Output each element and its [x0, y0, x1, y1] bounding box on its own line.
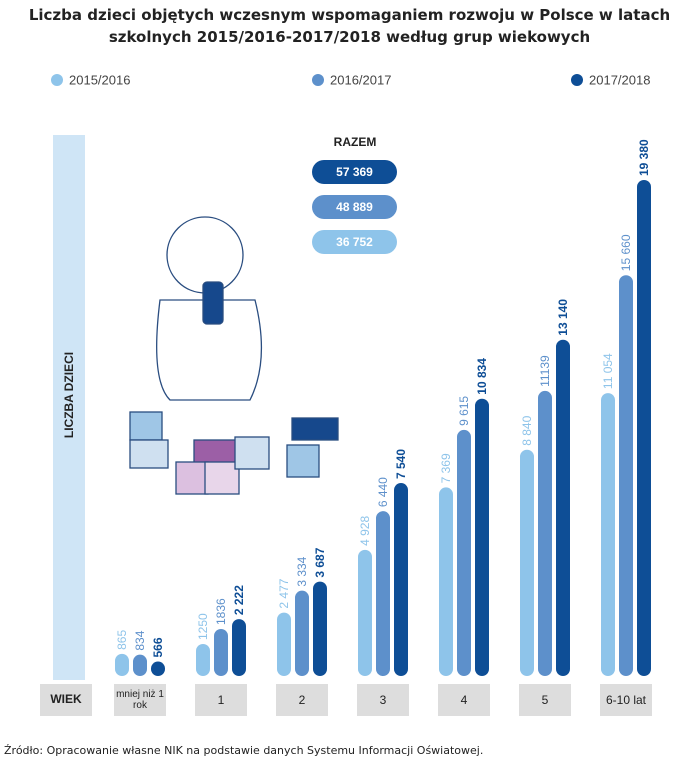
x-tick-label: 5: [519, 684, 571, 716]
legend-marker: [312, 74, 324, 86]
chart-title: Liczba dzieci objętych wczesnym wspomaga…: [28, 6, 671, 46]
x-tick-label: 2: [276, 684, 328, 716]
value-label: 1836: [214, 598, 228, 625]
illustration: [129, 216, 339, 495]
legend-marker: [571, 74, 583, 86]
value-label: 2 477: [277, 578, 291, 608]
bar: [358, 549, 372, 676]
value-label: 11139: [538, 355, 552, 387]
x-tick-label: mniej niż 1 rok: [114, 684, 166, 716]
y-axis-label: LICZBA DZIECI: [62, 352, 76, 438]
x-tick-label: 6-10 lat: [600, 684, 652, 716]
value-label: 6 440: [376, 477, 390, 507]
value-label: 4 928: [358, 516, 372, 546]
total-label: 48 889: [336, 200, 373, 214]
bar: [376, 511, 390, 676]
bar: [232, 619, 246, 676]
value-label: 1250: [196, 613, 210, 640]
value-label: 10 834: [475, 358, 489, 395]
totals-title: RAZEM: [334, 135, 377, 149]
value-label: 15 660: [619, 234, 633, 271]
bar: [295, 590, 309, 676]
legend-marker: [51, 74, 63, 86]
value-label: 865: [115, 630, 129, 650]
x-tick-label: 3: [357, 684, 409, 716]
bar: [556, 339, 570, 676]
source-note: Źródło: Opracowanie własne NIK na podsta…: [4, 744, 484, 757]
y-axis-band: [53, 135, 85, 680]
total-pill: [312, 230, 397, 254]
bar: [457, 429, 471, 676]
bar: [313, 581, 327, 676]
total-label: 36 752: [336, 235, 373, 249]
bar: [439, 487, 453, 676]
value-label: 19 380: [637, 139, 651, 176]
x-tick-label: 1: [195, 684, 247, 716]
bar: [115, 653, 129, 676]
value-label: 7 369: [439, 453, 453, 483]
bar: [601, 393, 615, 676]
bar: [196, 644, 210, 676]
total-pill: [312, 195, 397, 219]
legend-label: 2015/2016: [69, 72, 130, 87]
bar: [619, 275, 633, 676]
bar: [277, 612, 291, 676]
bar: [394, 483, 408, 676]
value-label: 11 054: [601, 353, 615, 389]
legend-label: 2016/2017: [330, 72, 391, 87]
bar: [538, 390, 552, 676]
bar: [151, 661, 165, 676]
value-label: 13 140: [556, 299, 570, 336]
bar: [520, 449, 534, 676]
value-label: 3 334: [295, 556, 309, 586]
value-label: 3 687: [313, 547, 327, 577]
bar: [475, 398, 489, 676]
x-axis-label-box: [40, 684, 92, 716]
legend-label: 2017/2018: [589, 72, 650, 87]
value-label: 2 222: [232, 585, 246, 615]
value-label: 834: [133, 630, 147, 650]
x-axis-label: WIEK: [50, 692, 82, 706]
value-label: 566: [151, 637, 165, 657]
total-pill: [312, 160, 397, 184]
bar: [133, 654, 147, 676]
value-label: 8 840: [520, 415, 534, 445]
value-label: 7 540: [394, 449, 408, 479]
bar: [637, 180, 651, 676]
total-label: 57 369: [336, 165, 373, 179]
x-tick-label: 4: [438, 684, 490, 716]
bar: [214, 629, 228, 676]
value-label: 9 615: [457, 396, 471, 426]
